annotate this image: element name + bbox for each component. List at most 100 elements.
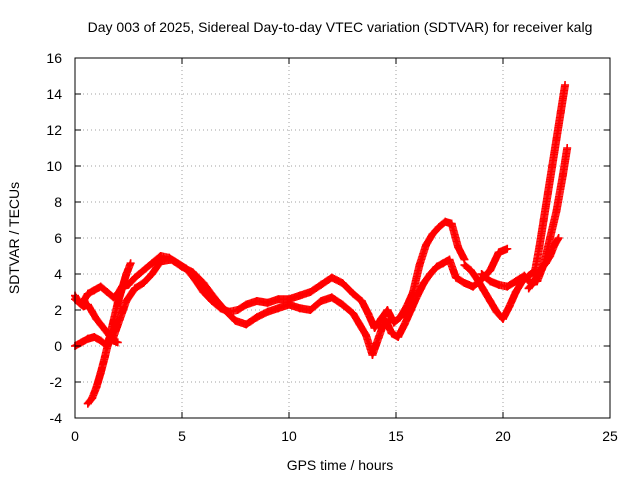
data-point — [494, 248, 503, 257]
series-sat-track-7 — [524, 234, 563, 293]
y-tick-label: 12 — [46, 122, 62, 138]
data-point — [96, 282, 105, 291]
x-tick-label: 15 — [388, 428, 404, 444]
data-point — [79, 302, 88, 311]
data-point — [75, 298, 84, 307]
data-point — [135, 270, 144, 278]
data-point — [563, 144, 572, 152]
data-point — [338, 300, 347, 309]
series-trace — [71, 245, 511, 359]
data-point — [524, 284, 533, 293]
data-point — [167, 255, 176, 264]
data-point — [426, 270, 435, 278]
data-point — [83, 334, 92, 343]
data-point — [451, 273, 460, 282]
data-point — [210, 293, 219, 302]
data-point — [460, 279, 469, 287]
data-point — [537, 264, 546, 273]
data-point — [432, 262, 441, 271]
data-point — [156, 257, 165, 266]
y-tick-label: 16 — [46, 50, 62, 66]
data-point — [274, 295, 283, 304]
data-point — [494, 280, 503, 289]
data-point — [552, 135, 561, 143]
data-point — [370, 324, 379, 332]
data-point — [460, 261, 469, 269]
data-point — [77, 338, 86, 347]
data-point — [533, 271, 542, 280]
y-tick-label: 10 — [46, 158, 62, 174]
y-tick-label: 14 — [46, 86, 62, 102]
data-point — [441, 217, 450, 226]
data-point — [439, 259, 448, 268]
data-point — [83, 289, 92, 298]
data-point — [528, 279, 537, 287]
data-point — [374, 333, 383, 341]
grid — [75, 58, 610, 418]
data-point — [274, 304, 283, 313]
data-point — [486, 266, 495, 275]
data-point — [561, 81, 570, 89]
axis-ticks: 0 5 10 15 20 25 -4 -2 0 2 4 6 8 10 12 14 16 — [46, 50, 618, 444]
data-point — [88, 307, 97, 316]
data-point — [469, 282, 478, 291]
data-point — [434, 223, 443, 232]
data-point — [327, 293, 336, 302]
data-point — [252, 313, 261, 322]
data-point — [109, 316, 118, 325]
data-point — [499, 315, 507, 323]
data-point — [327, 273, 336, 282]
data-point — [406, 306, 415, 314]
data-point — [349, 309, 358, 318]
data-point — [118, 284, 127, 293]
data-point — [92, 383, 101, 392]
data-point — [231, 316, 240, 325]
data-point — [511, 288, 520, 296]
series-sat-track-5 — [460, 81, 570, 323]
data-point — [421, 241, 430, 250]
data-point — [100, 352, 109, 361]
data-point — [552, 207, 561, 215]
data-point — [535, 243, 544, 251]
data-point — [96, 336, 105, 345]
x-tick-label: 20 — [495, 428, 511, 444]
data-point — [477, 270, 486, 278]
data-point — [178, 262, 186, 271]
y-tick-label: -2 — [50, 374, 63, 390]
data-point — [83, 399, 92, 408]
x-tick-label: 25 — [602, 428, 618, 444]
data-point — [349, 289, 358, 298]
data-point — [306, 306, 315, 314]
data-point — [357, 297, 366, 305]
data-point — [295, 291, 304, 300]
data-point — [447, 219, 456, 228]
x-tick-label: 0 — [71, 428, 79, 444]
data-point — [486, 297, 495, 305]
data-point — [130, 273, 139, 282]
data-point — [122, 297, 131, 305]
data-point — [130, 284, 139, 293]
data-point — [148, 270, 157, 278]
x-tick-label: 10 — [281, 428, 297, 444]
data-point — [543, 189, 552, 197]
data-point — [511, 277, 520, 286]
chart-title: Day 003 of 2025, Sidereal Day-to-day VTE… — [88, 19, 593, 35]
data-point — [546, 234, 555, 242]
data-point — [338, 279, 347, 287]
series-sat-track-3 — [83, 259, 135, 408]
data-point — [368, 351, 377, 359]
data-point — [413, 291, 422, 300]
plot-data — [71, 81, 572, 408]
data-point — [539, 216, 548, 224]
y-tick-label: -4 — [50, 410, 63, 426]
data-point — [400, 320, 409, 329]
data-point — [428, 230, 437, 239]
data-point — [242, 300, 251, 309]
data-point — [220, 306, 229, 314]
data-point — [105, 331, 114, 340]
data-point — [556, 108, 565, 116]
series-sat-track-2 — [71, 244, 512, 359]
data-point — [263, 298, 272, 307]
